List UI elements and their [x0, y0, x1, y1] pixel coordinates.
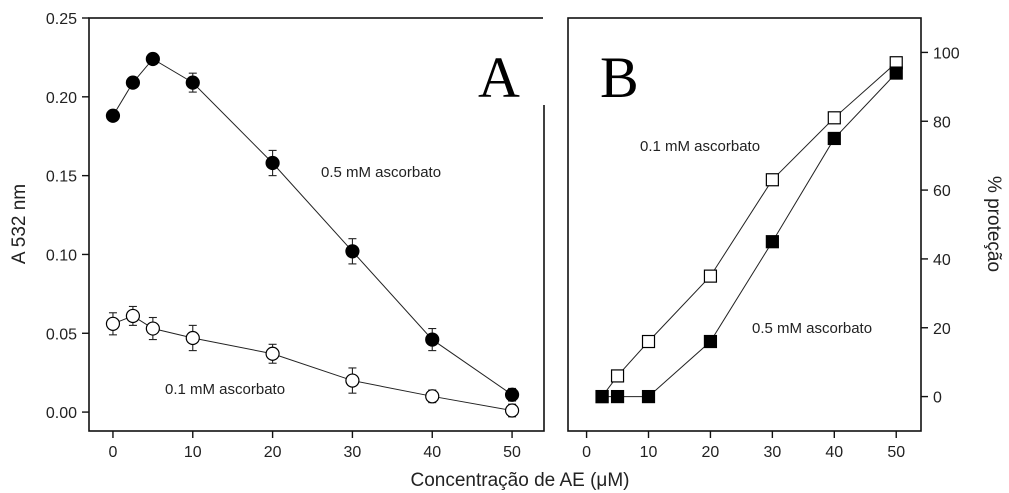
data-point — [504, 403, 520, 418]
x-tick-label: 30 — [344, 444, 362, 461]
y-tick-label: 40 — [933, 252, 951, 269]
x-tick-label: 50 — [503, 444, 521, 461]
panel-b-ylabel: % proteção — [983, 176, 1004, 272]
panel-b-label-0-5mm: 0.5 mM ascorbato — [752, 320, 872, 337]
x-tick-label: 0 — [582, 444, 591, 461]
data-point — [889, 66, 903, 80]
x-tick-label: 20 — [264, 444, 282, 461]
data-point — [345, 373, 360, 388]
data-point — [610, 369, 625, 383]
panel-a-frame — [88, 17, 545, 432]
data-point — [765, 173, 779, 187]
x-axis-title: Concentração de AE (μM) — [411, 470, 630, 491]
data-point — [504, 387, 520, 402]
data-point — [827, 131, 841, 146]
y-tick-label: 0.10 — [46, 247, 77, 264]
panel-b-series — [595, 56, 903, 404]
data-point — [641, 389, 656, 404]
panel-a-letter: A — [478, 45, 520, 110]
data-point — [185, 75, 200, 90]
data-point — [145, 321, 160, 336]
y-tick-label: 80 — [933, 114, 951, 131]
data-point — [827, 111, 841, 125]
data-point — [703, 334, 718, 349]
data-point — [703, 269, 718, 283]
panel-b-letter: B — [600, 45, 639, 110]
data-point — [105, 316, 121, 331]
panel-a-label-0-5mm: 0.5 mM ascorbato — [321, 164, 441, 181]
x-tick-label: 50 — [887, 444, 905, 461]
panel-a-label-0-1mm: 0.1 mM ascorbato — [165, 381, 285, 398]
y-tick-label: 0.15 — [46, 169, 77, 186]
data-point — [345, 244, 360, 259]
panel-a: 0 10 20 30 40 50 0.00 0.05 0.10 0.15 0.20 0.25 A A … — [9, 11, 551, 461]
panel-b-ticks: 0 10 20 30 40 50 0 20 40 60 80 100 — [582, 45, 960, 461]
y-tick-label: 0.20 — [46, 90, 77, 107]
data-point — [765, 235, 779, 249]
panel-b: 0 10 20 30 40 50 0 20 40 60 80 100 B % proteção 0.1… — [567, 17, 1004, 461]
x-tick-label: 20 — [702, 444, 720, 461]
data-point — [610, 389, 625, 404]
data-point — [265, 155, 280, 171]
y-tick-label: 100 — [933, 45, 960, 62]
y-tick-label: 0 — [933, 390, 942, 407]
y-tick-label: 0.25 — [46, 11, 77, 28]
y-tick-label: 0.05 — [46, 326, 77, 343]
x-tick-label: 30 — [763, 444, 781, 461]
data-point — [105, 108, 121, 123]
panel-a-ylabel: A 532 nm — [9, 184, 30, 264]
series-line — [112, 58, 513, 396]
data-point — [595, 389, 609, 404]
data-point — [425, 332, 440, 347]
data-point — [125, 75, 141, 90]
panel-a-letter-backing — [543, 15, 551, 105]
y-tick-label: 0.00 — [46, 405, 77, 422]
data-point — [145, 51, 160, 67]
data-point — [185, 330, 200, 346]
x-tick-label: 10 — [184, 444, 202, 461]
panel-a-ticks: 0 10 20 30 40 50 0.00 0.05 0.10 0.15 0.20 0.25 — [46, 11, 521, 461]
data-point — [641, 334, 656, 349]
x-tick-label: 10 — [640, 444, 658, 461]
x-tick-label: 40 — [423, 444, 441, 461]
x-tick-label: 40 — [825, 444, 843, 461]
y-tick-label: 60 — [933, 183, 951, 200]
panel-b-label-0-1mm: 0.1 mM ascorbato — [640, 138, 760, 155]
x-tick-label: 0 — [108, 444, 117, 461]
y-tick-label: 20 — [933, 321, 951, 338]
data-point — [265, 346, 280, 361]
data-point — [125, 308, 141, 324]
data-point — [425, 389, 440, 404]
panel-a-series — [105, 51, 520, 418]
panel-b-frame — [567, 17, 922, 432]
